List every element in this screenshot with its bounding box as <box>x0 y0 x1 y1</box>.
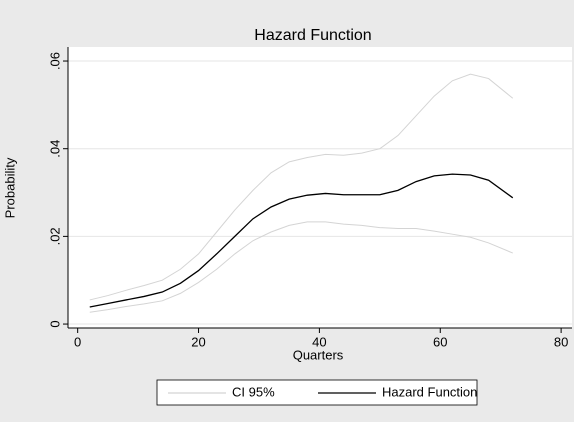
plot-area <box>68 47 572 328</box>
x-tick-label: 40 <box>312 334 326 349</box>
y-tick-label: .04 <box>47 140 62 158</box>
x-tick-label: 60 <box>433 334 447 349</box>
x-tick-label: 20 <box>191 334 205 349</box>
y-tick-label: .06 <box>47 52 62 70</box>
line <box>89 73 514 301</box>
y-tick-label: 0 <box>47 320 62 327</box>
line <box>89 173 514 308</box>
legend-label: CI 95% <box>232 384 275 399</box>
y-tick-label: .02 <box>47 227 62 245</box>
x-tick-label: 80 <box>554 334 568 349</box>
legend-label: Hazard Function <box>382 384 477 399</box>
x-tick-label: 0 <box>74 334 81 349</box>
line <box>89 221 513 313</box>
chart-title: Hazard Function <box>254 27 371 44</box>
y-axis-title: Probability <box>2 157 17 218</box>
x-axis-title: Quarters <box>293 347 344 362</box>
